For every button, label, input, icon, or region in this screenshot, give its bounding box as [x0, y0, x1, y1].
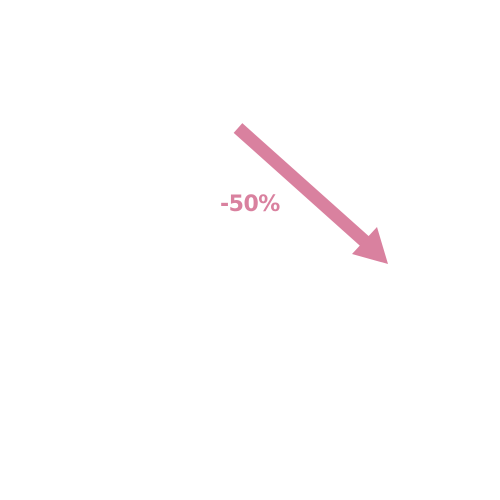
- percent-change-label: -50%: [220, 192, 280, 217]
- arrow-shaft: [233, 123, 375, 251]
- arrow-head: [352, 227, 388, 264]
